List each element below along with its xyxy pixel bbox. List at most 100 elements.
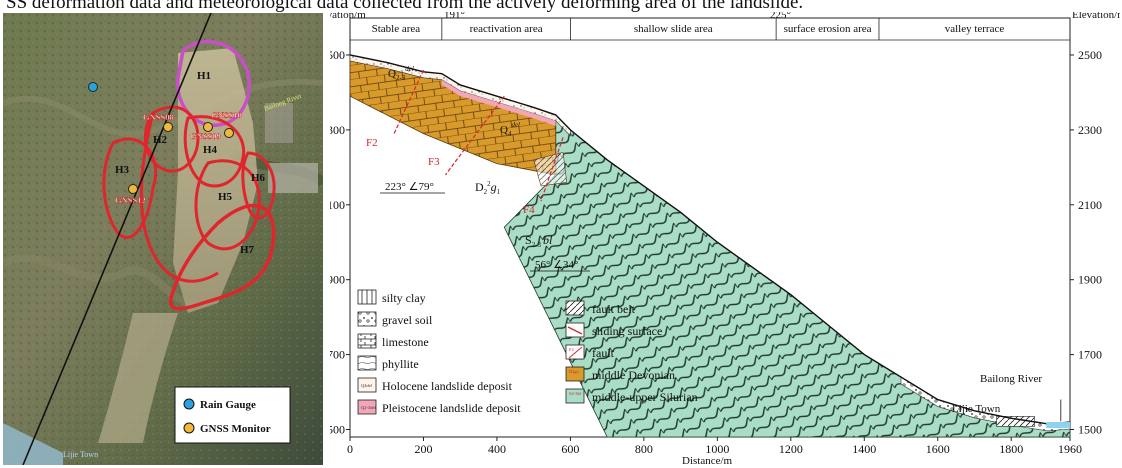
legend-label: Pleistocene landslide deposit bbox=[382, 401, 521, 415]
unit-label-q4: Q4del bbox=[500, 121, 520, 138]
geology-layers bbox=[349, 54, 1071, 438]
zone-header: shallow slide area bbox=[634, 23, 713, 35]
x-tick-label: 600 bbox=[561, 442, 579, 456]
legend-label: fault belt bbox=[592, 302, 636, 316]
legend-label: silty clay bbox=[382, 291, 426, 305]
y-tick-label-right: 1500 bbox=[1078, 423, 1102, 437]
bearing-2: 225° bbox=[770, 12, 791, 21]
gnss-label-10: GNSS10 bbox=[211, 110, 242, 120]
zone-headers: Stable area reactivation area shallow slid… bbox=[372, 18, 1004, 40]
x-tick-label: 1000 bbox=[705, 442, 729, 456]
zone-h4-outline bbox=[183, 115, 246, 188]
gnss-monitor-icon[interactable] bbox=[203, 122, 213, 132]
legend-swatch-code: F2 bbox=[569, 347, 574, 352]
rain-gauge-legend-icon bbox=[183, 398, 195, 410]
zone-label-h4: H4 bbox=[203, 144, 218, 156]
gnss-monitor-icon[interactable] bbox=[224, 128, 234, 138]
unit-label-q23: Q2-3del bbox=[388, 65, 414, 82]
fault-label-f3: F3 bbox=[428, 156, 440, 168]
rain-gauge-icon[interactable] bbox=[88, 82, 98, 92]
map-legend: Rain Gauge GNSS Monitor bbox=[174, 386, 291, 444]
legend-swatch-code: S2-3bl bbox=[569, 391, 582, 396]
gnss-legend-label: GNSS Monitor bbox=[200, 423, 271, 435]
profile-line bbox=[22, 13, 212, 465]
legend-label: phyllite bbox=[382, 357, 419, 371]
town-label: Lijie Town bbox=[952, 403, 1001, 415]
zone-label-h2: H2 bbox=[153, 134, 168, 146]
y-axis-title-right: Elevation/m bbox=[1072, 12, 1120, 21]
bearing-1: 191° bbox=[444, 12, 465, 21]
gnss-label-12: GNSS12 bbox=[115, 195, 146, 205]
fault-label-f2: F2 bbox=[366, 137, 378, 149]
x-tick-label: 1960 bbox=[1058, 442, 1082, 456]
unit-label-silurian: S2-3 bl bbox=[525, 233, 553, 249]
y-tick-label-right: 1900 bbox=[1078, 273, 1102, 287]
legend-label: gravel soil bbox=[382, 313, 433, 327]
legend-swatch-code: D2g1 bbox=[569, 369, 579, 374]
gnss-label-09: GNSS09 bbox=[190, 131, 221, 141]
zone-label-h7: H7 bbox=[240, 244, 255, 256]
zone-header: Stable area bbox=[372, 23, 421, 35]
zone-header: surface erosion area bbox=[784, 23, 872, 35]
gnss-legend-icon bbox=[183, 422, 195, 434]
legend-swatch-lime bbox=[357, 333, 377, 349]
x-tick-label: 200 bbox=[414, 442, 432, 456]
fault-label-f4: F4 bbox=[523, 204, 535, 216]
legend-swatch-silty bbox=[357, 289, 377, 305]
legend-sliding-surface-mark bbox=[567, 326, 583, 335]
legend-label: sliding surface bbox=[592, 324, 662, 338]
zone-h5-outline bbox=[194, 159, 261, 251]
zone-label-h3: H3 bbox=[115, 164, 130, 176]
satellite-map: H1 H2 H3 H4 H5 H6 H7 GNSS08 GNSS09 GNSS1… bbox=[3, 13, 323, 465]
zone-h1-outline bbox=[175, 40, 251, 127]
river-water bbox=[1046, 422, 1070, 429]
rain-gauge-legend-label: Rain Gauge bbox=[200, 399, 256, 411]
y-tick-label-right: 1700 bbox=[1078, 348, 1102, 362]
x-tick-label: 800 bbox=[635, 442, 653, 456]
fault-line bbox=[540, 137, 564, 202]
legend-label: middle Devonian bbox=[592, 368, 675, 382]
section-legend: silty clay gravel soil limestone phyllite Q4… bbox=[357, 289, 698, 415]
x-tick-label: 400 bbox=[488, 442, 506, 456]
x-axis-title: Distance/m bbox=[682, 455, 733, 467]
x-tick-label: 1600 bbox=[926, 442, 950, 456]
river-label: Bailong River bbox=[980, 373, 1042, 385]
y-tick-label-left: 2300 bbox=[330, 123, 345, 137]
unit-label-devonian: D22g1 bbox=[475, 180, 501, 196]
gnss-monitor-icon[interactable] bbox=[163, 122, 173, 132]
zone-h6-outline bbox=[241, 151, 276, 220]
legend-swatch-q23 bbox=[357, 399, 377, 415]
y-tick-label-left: 1700 bbox=[330, 348, 345, 362]
y-tick-label-left: 1500 bbox=[330, 423, 345, 437]
legend-label: Holocene landslide deposit bbox=[382, 379, 513, 393]
legend-swatch-q4 bbox=[357, 377, 377, 393]
axes: 0 200 400 600 800 1000 1200 1400 1600 1800 1960 250… bbox=[330, 48, 1102, 456]
y-tick-label-left: 2100 bbox=[330, 198, 345, 212]
zone-label-h6: H6 bbox=[251, 172, 266, 184]
legend-fault-mark bbox=[568, 346, 583, 359]
y-tick-label-right: 2300 bbox=[1078, 123, 1102, 137]
map-town-label: Lijie Town bbox=[63, 450, 98, 459]
x-tick-label: 1400 bbox=[852, 442, 876, 456]
x-tick-label: 1200 bbox=[779, 442, 803, 456]
top-caption: SS deformation data and meteorological d… bbox=[6, 0, 804, 13]
legend-swatch-fbelt bbox=[565, 300, 585, 316]
gnss-monitor-icon[interactable] bbox=[128, 184, 138, 194]
legend-label: middle-upper Silurian bbox=[592, 390, 698, 404]
x-tick-label: 0 bbox=[347, 442, 353, 456]
legend-label: limestone bbox=[382, 335, 429, 349]
zone-h7-outline bbox=[168, 203, 276, 311]
legend-swatch-gravel bbox=[357, 311, 377, 327]
zone-label-h1: H1 bbox=[197, 70, 211, 82]
legend-swatch-dev bbox=[565, 366, 585, 382]
legend-label: fault bbox=[592, 346, 615, 360]
y-tick-label-right: 2500 bbox=[1078, 48, 1102, 62]
fault-line bbox=[445, 95, 505, 176]
slide-outline bbox=[140, 112, 219, 283]
silurian-layer bbox=[503, 113, 1071, 438]
y-axis-title-left: Elevation/m bbox=[330, 12, 366, 21]
y-tick-label-left: 2500 bbox=[330, 48, 345, 62]
legend-swatch-code: Q2-3del bbox=[361, 405, 376, 410]
legend-swatch-phyl bbox=[357, 355, 377, 371]
